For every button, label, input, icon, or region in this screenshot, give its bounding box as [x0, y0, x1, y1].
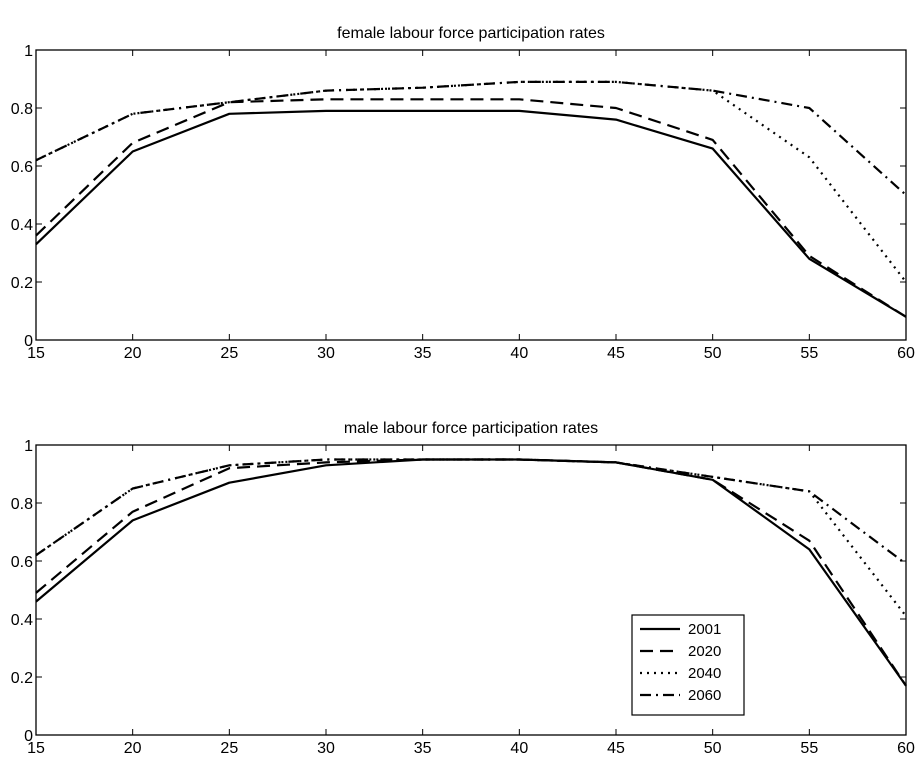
- series-line-2040: [35, 458, 907, 617]
- x-tick-label: 25: [220, 345, 238, 362]
- series-line-2001: [35, 458, 907, 687]
- y-tick-label: 0: [24, 333, 33, 350]
- legend-label-2040: 2040: [688, 665, 721, 682]
- x-tick-label: 30: [317, 740, 335, 757]
- y-tick-label: 0.6: [11, 554, 33, 571]
- chart-panel-2: male labour force participation rates 15 2…: [11, 420, 915, 757]
- x-tick-label: 45: [607, 740, 625, 757]
- x-tick-label: 35: [414, 740, 432, 757]
- x-tick-label: 35: [414, 345, 432, 362]
- y-tick-label: 1: [24, 43, 33, 60]
- y-tick-label: 0: [24, 728, 33, 745]
- y-tick-label: 0.4: [11, 217, 33, 234]
- chart-title: male labour force participation rates: [344, 420, 598, 437]
- y-tick-label: 0.2: [11, 670, 33, 687]
- x-tick-label: 20: [124, 740, 142, 757]
- plot-frame: [35, 49, 907, 341]
- y-tick-label: 1: [24, 438, 33, 455]
- series-line-2020: [35, 98, 907, 318]
- x-tick-label: 20: [124, 345, 142, 362]
- x-tick-label: 50: [704, 740, 722, 757]
- x-tick-label: 60: [897, 740, 915, 757]
- x-tick-label: 40: [510, 740, 528, 757]
- x-tick-label: 60: [897, 345, 915, 362]
- legend: 2001 2020 2040 2060: [631, 614, 745, 716]
- legend-label-2020: 2020: [688, 643, 721, 660]
- y-tick-label: 0.8: [11, 101, 33, 118]
- x-tick-label: 30: [317, 345, 335, 362]
- x-tick-label: 25: [220, 740, 238, 757]
- chart-title: female labour force participation rates: [337, 25, 605, 42]
- legend-box: [631, 614, 745, 716]
- x-tick-label: 15: [27, 740, 45, 757]
- chart-panel-1: female labour force participation rates 1…: [11, 25, 915, 362]
- series-line-2001: [35, 109, 907, 318]
- plot-frame: [35, 444, 907, 736]
- x-tick-label: 15: [27, 345, 45, 362]
- series-line-2060: [35, 458, 907, 565]
- x-tick-label: 45: [607, 345, 625, 362]
- y-tick-label: 0.4: [11, 612, 33, 629]
- y-tick-label: 0.6: [11, 159, 33, 176]
- legend-label-2060: 2060: [688, 687, 721, 704]
- x-tick-label: 50: [704, 345, 722, 362]
- series-line-2060: [35, 80, 907, 196]
- x-tick-label: 40: [510, 345, 528, 362]
- legend-label-2001: 2001: [688, 621, 721, 638]
- y-tick-label: 0.2: [11, 275, 33, 292]
- y-tick-label: 0.8: [11, 496, 33, 513]
- x-tick-label: 55: [800, 740, 818, 757]
- x-tick-label: 55: [800, 345, 818, 362]
